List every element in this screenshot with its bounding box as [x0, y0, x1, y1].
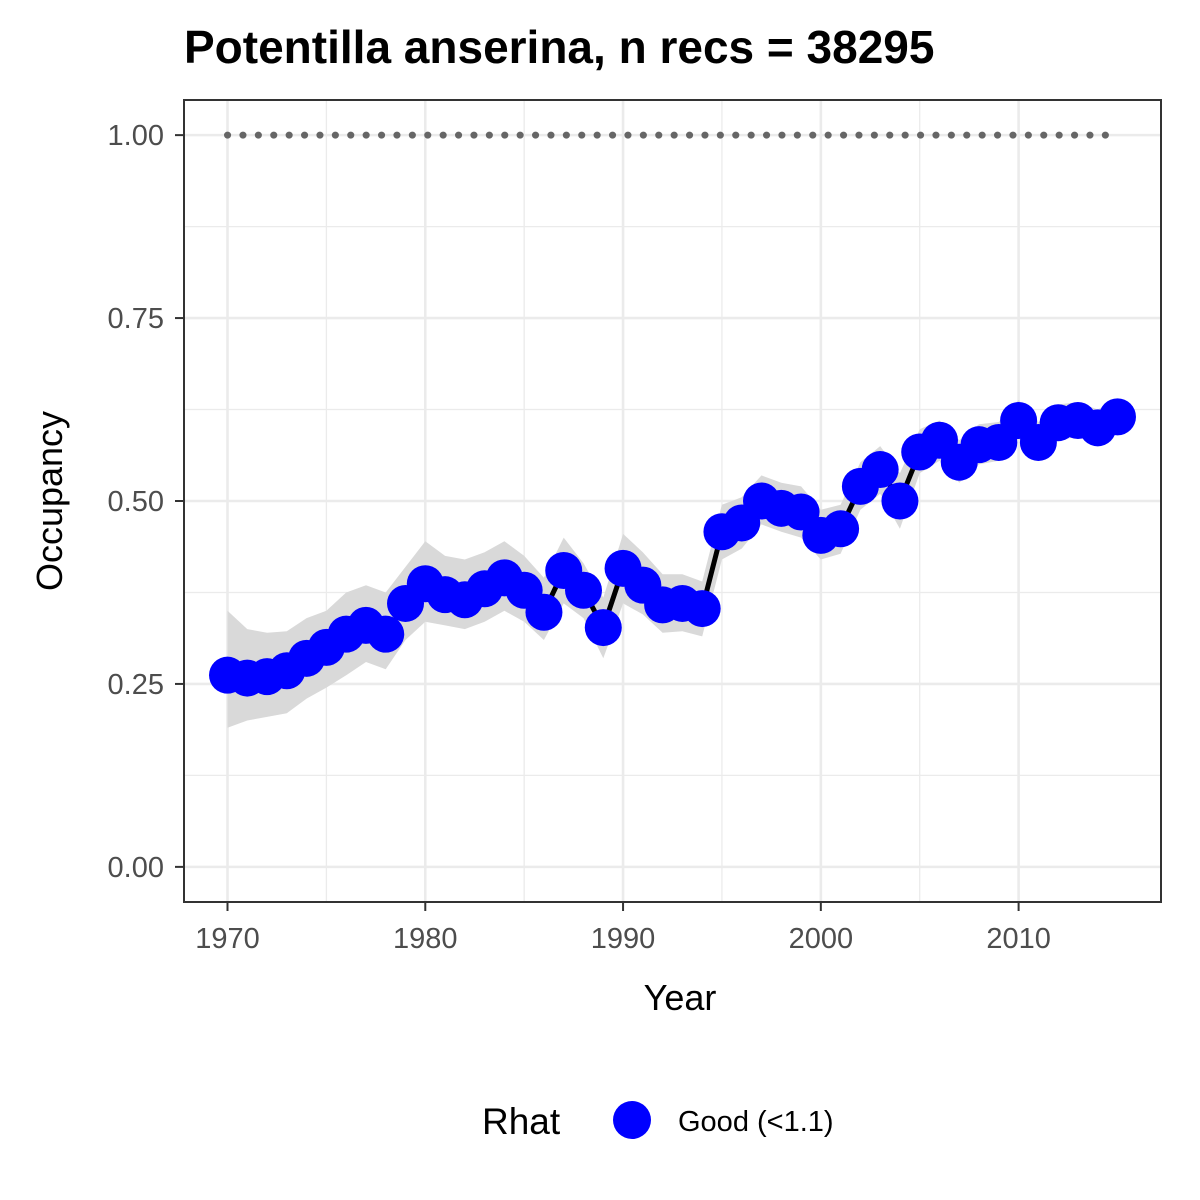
data-point-1994: [683, 590, 721, 628]
data-point-2004: [881, 482, 919, 520]
data-point-1986: [525, 593, 563, 631]
y-tick-label: 0.25: [108, 669, 164, 701]
y-tick-label: 1.00: [108, 120, 164, 152]
credible-interval-ribbon: [227, 398, 1118, 728]
x-axis: 1970 1980 1990 2000 2010: [195, 902, 1051, 955]
data-point-1989: [584, 609, 622, 647]
y-axis-title: Occupancy: [29, 411, 70, 591]
y-tick-label: 0.75: [108, 303, 164, 335]
data-points-layer: [209, 398, 1136, 697]
y-tick-label: 0.50: [108, 486, 164, 518]
y-axis: 0.00 0.25 0.50 0.75 1.00: [108, 120, 184, 884]
data-point-2001: [822, 510, 860, 548]
x-axis-title: Year: [644, 977, 717, 1018]
x-tick-label: 2010: [986, 923, 1051, 955]
legend-label-good: Good (<1.1): [678, 1106, 834, 1138]
legend: Rhat Good (<1.1): [482, 1101, 834, 1142]
credible-interval-ribbon-layer: [227, 398, 1118, 728]
x-tick-label: 1970: [195, 923, 260, 955]
chart-title: Potentilla anserina, n recs = 38295: [184, 21, 934, 73]
major-gridlines: [184, 100, 1161, 902]
data-point-2003: [861, 451, 899, 489]
x-tick-label: 2000: [789, 923, 854, 955]
data-point-2015: [1098, 398, 1136, 436]
legend-key-point: [613, 1101, 651, 1139]
data-point-1988: [565, 571, 603, 609]
y-tick-label: 0.00: [108, 852, 164, 884]
data-point-1978: [367, 615, 405, 653]
x-tick-label: 1980: [393, 923, 458, 955]
x-tick-label: 1990: [591, 923, 656, 955]
legend-title: Rhat: [482, 1101, 561, 1142]
